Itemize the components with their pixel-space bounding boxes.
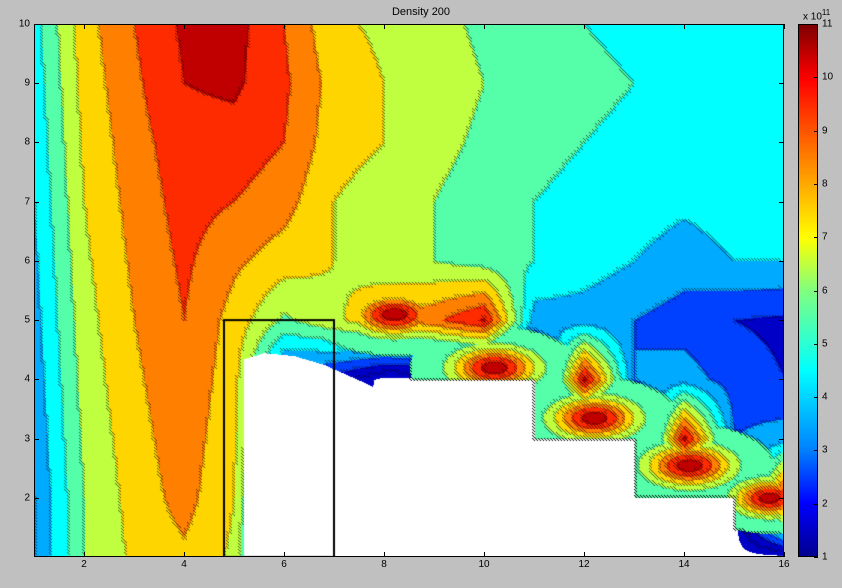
ytick-label: 3 [0, 433, 30, 444]
xtick-label: 12 [578, 559, 589, 570]
colorbar-tick-label: 6 [822, 285, 828, 296]
xtick-label: 8 [381, 559, 387, 570]
colorbar-tick-label: 3 [822, 445, 828, 456]
ytick-label: 7 [0, 196, 30, 207]
colorbar-tick-label: 2 [822, 498, 828, 509]
ytick-label: 9 [0, 78, 30, 89]
colorbar-tick-label: 10 [822, 72, 833, 83]
xtick-label: 6 [281, 559, 287, 570]
ytick-label: 8 [0, 137, 30, 148]
colorbar-tick-label: 8 [822, 178, 828, 189]
chart-title: Density 200 [0, 6, 842, 18]
ytick-label: 6 [0, 255, 30, 266]
colorbar-tick-label: 5 [822, 338, 828, 349]
colorbar-tick-label: 9 [822, 125, 828, 136]
ytick-label: 10 [0, 19, 30, 30]
ytick-label: 2 [0, 492, 30, 503]
contour-plot-canvas [34, 24, 784, 557]
ytick-label: 5 [0, 315, 30, 326]
figure: Density 200 x 1011 246810121416234567891… [0, 0, 842, 588]
contour-axes [34, 24, 784, 557]
xtick-label: 2 [81, 559, 87, 570]
colorbar-tick-label: 1 [822, 552, 828, 563]
colorbar-tick-label: 7 [822, 232, 828, 243]
colorbar-tick-label: 11 [822, 19, 832, 30]
xtick-label: 10 [478, 559, 489, 570]
xtick-label: 4 [181, 559, 187, 570]
colorbar-tick-label: 4 [822, 392, 828, 403]
ytick-label: 4 [0, 374, 30, 385]
xtick-label: 14 [678, 559, 689, 570]
xtick-label: 16 [778, 559, 789, 570]
